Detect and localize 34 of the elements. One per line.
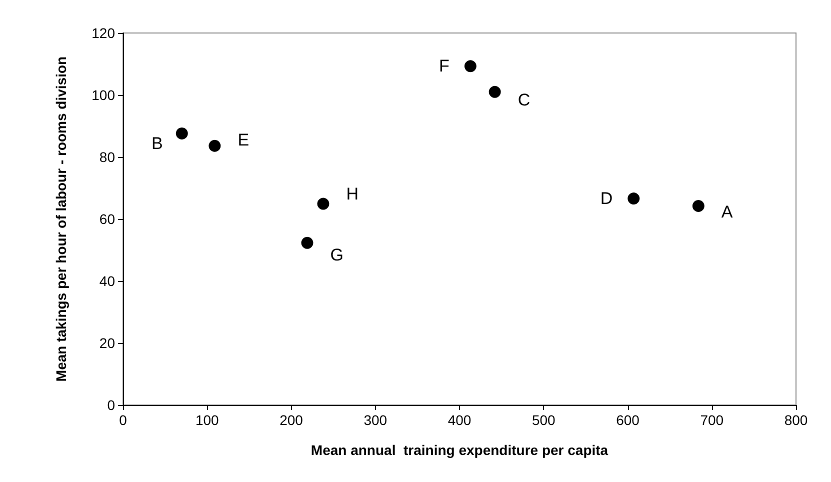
y-tick-label: 80 [99,149,116,165]
x-tick-label: 800 [784,412,808,428]
y-tick-label: 0 [107,397,116,413]
x-tick-label: 100 [195,412,220,428]
point [464,60,476,72]
point [317,198,330,210]
y-axis-title: Mean takings per hour of labour - rooms division [53,56,69,382]
data-label: G [330,245,344,264]
y-tick-label: 40 [99,273,116,289]
y-tick-label: 100 [92,87,116,103]
point [628,192,640,205]
point [301,236,314,249]
x-tick-label: 700 [700,412,724,428]
x-tick-label: 300 [364,412,388,428]
x-tick-label: 600 [616,412,640,428]
data-label: H [346,184,358,204]
x-axis-title: Mean annual training expenditure per capita [310,442,608,458]
point [176,127,188,140]
y-tick-label: 60 [99,211,116,227]
x-tick-label: 0 [119,412,128,428]
y-tick-label: 20 [99,335,116,351]
x-tick-label: 400 [448,412,472,428]
data-label: D [600,189,613,208]
data-label: F [439,56,450,76]
point [692,200,704,212]
data-label: A [721,202,734,222]
data-label: C [518,90,530,110]
x-tick-label: 500 [532,412,556,428]
x-tick-label: 200 [280,412,304,428]
data-label: B [152,134,163,153]
point [208,140,221,152]
y-tick-label: 120 [92,25,116,41]
data-label: E [238,130,250,150]
point [488,86,501,98]
